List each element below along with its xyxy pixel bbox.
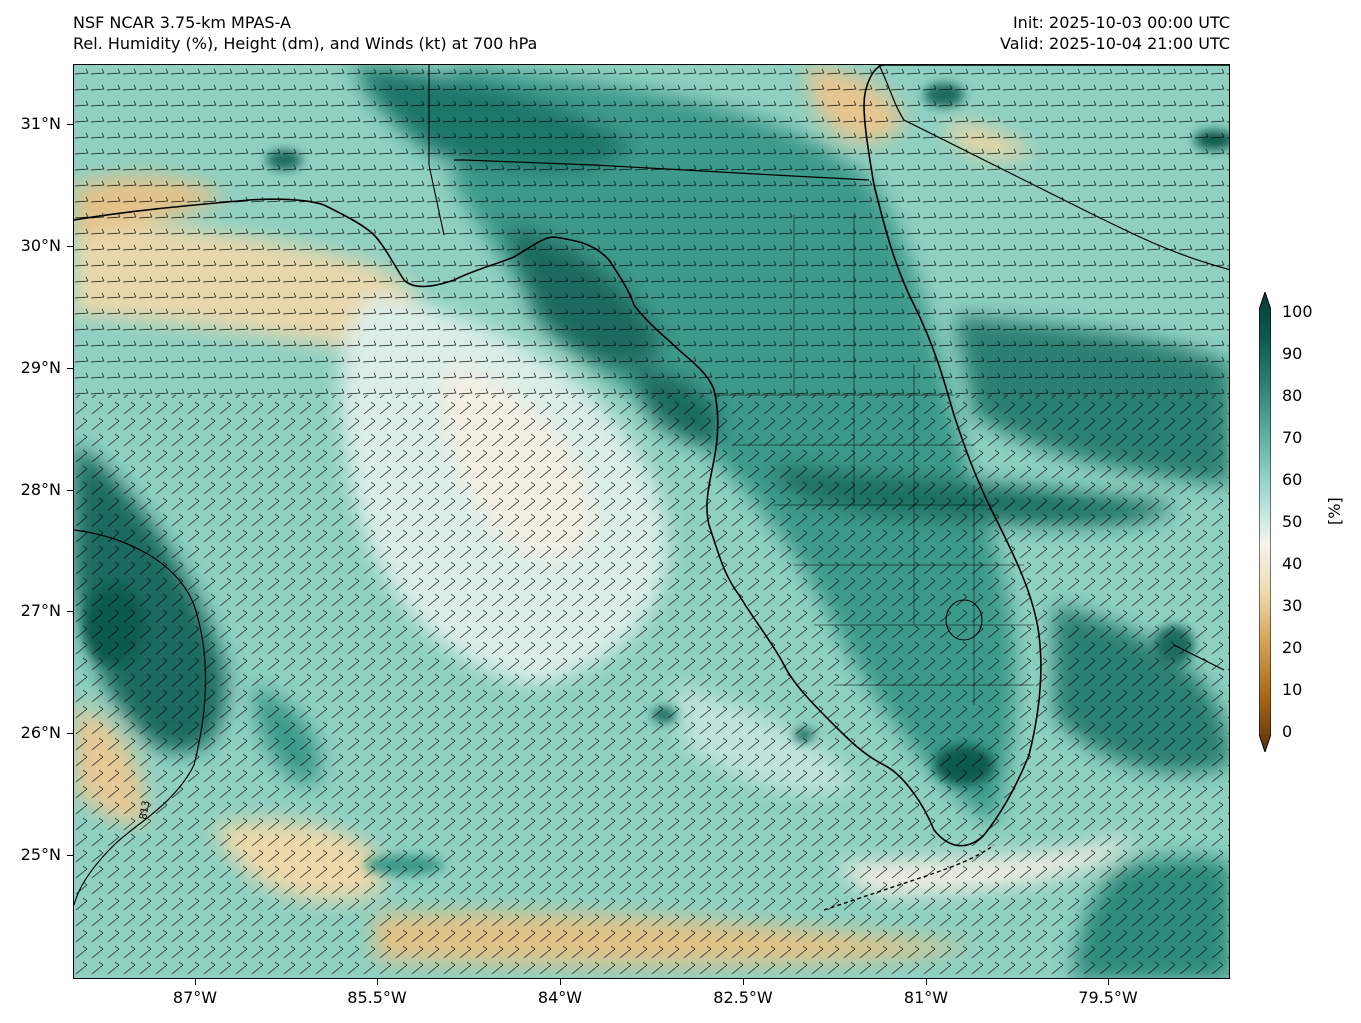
lat-tick bbox=[67, 368, 73, 369]
county-lines bbox=[714, 215, 1034, 705]
lat-label-27: 27°N bbox=[20, 601, 61, 620]
colorbar-tick-30: 30 bbox=[1282, 596, 1303, 615]
colorbar-tick-0: 0 bbox=[1282, 722, 1293, 741]
product-title: Rel. Humidity (%), Height (dm), and Wind… bbox=[73, 34, 538, 53]
lon-label-82-5: 82.5°W bbox=[713, 988, 773, 1007]
valid-time: Valid: 2025-10-04 21:00 UTC bbox=[999, 34, 1230, 53]
lake-okeechobee bbox=[945, 599, 983, 641]
state-border-al bbox=[428, 65, 445, 236]
lat-label-29: 29°N bbox=[20, 358, 61, 377]
lon-label-87: 87°W bbox=[172, 988, 218, 1007]
lat-label-26: 26°N bbox=[20, 723, 61, 742]
colorbar-tick-20: 20 bbox=[1282, 638, 1303, 657]
lat-label-25: 25°N bbox=[20, 845, 61, 864]
state-border bbox=[454, 159, 870, 181]
colorbar bbox=[1259, 292, 1271, 752]
init-time: Init: 2025-10-03 00:00 UTC bbox=[1012, 13, 1230, 32]
lon-tick bbox=[560, 979, 561, 985]
lon-tick bbox=[926, 979, 927, 985]
rh-map: 813 bbox=[74, 65, 1229, 978]
map-panel: 813 bbox=[73, 64, 1230, 979]
colorbar-tick-70: 70 bbox=[1282, 428, 1303, 447]
lon-tick bbox=[195, 979, 196, 985]
lat-label-30: 30°N bbox=[20, 236, 61, 255]
colorbar-tick-40: 40 bbox=[1282, 554, 1303, 573]
lat-tick bbox=[67, 733, 73, 734]
colorbar-unit: [%] bbox=[1325, 497, 1344, 525]
lat-tick bbox=[67, 124, 73, 125]
lat-tick bbox=[67, 611, 73, 612]
lat-tick bbox=[67, 855, 73, 856]
lat-tick bbox=[67, 246, 73, 247]
lon-label-81: 81°W bbox=[903, 988, 949, 1007]
lon-tick bbox=[743, 979, 744, 985]
lat-tick bbox=[67, 490, 73, 491]
colorbar-tick-50: 50 bbox=[1282, 512, 1303, 531]
wind-barbs-south bbox=[74, 395, 1229, 978]
florida-keys bbox=[823, 844, 995, 911]
bahamas bbox=[1173, 644, 1225, 671]
colorbar-tick-10: 10 bbox=[1282, 680, 1303, 699]
model-title: NSF NCAR 3.75-km MPAS-A bbox=[73, 13, 291, 32]
wind-barbs-north bbox=[74, 65, 1229, 395]
colorbar-tick-80: 80 bbox=[1282, 386, 1303, 405]
lon-label-84: 84°W bbox=[537, 988, 583, 1007]
coastline-georgia bbox=[878, 65, 1229, 271]
lon-label-79-5: 79.5°W bbox=[1078, 988, 1138, 1007]
height-contour bbox=[74, 529, 207, 906]
coastline-florida bbox=[74, 65, 1229, 847]
contour-label: 813 bbox=[138, 800, 152, 821]
title-block: NSF NCAR 3.75-km MPAS-A Rel. Humidity (%… bbox=[73, 12, 537, 54]
lon-tick bbox=[377, 979, 378, 985]
time-block: Init: 2025-10-03 00:00 UTC Valid: 2025-1… bbox=[1000, 12, 1230, 54]
lat-label-28: 28°N bbox=[20, 480, 61, 499]
lat-label-31: 31°N bbox=[20, 114, 61, 133]
lon-label-85-5: 85.5°W bbox=[347, 988, 407, 1007]
colorbar-tick-60: 60 bbox=[1282, 470, 1303, 489]
lon-tick bbox=[1108, 979, 1109, 985]
colorbar-tick-90: 90 bbox=[1282, 344, 1303, 363]
colorbar-tick-100: 100 bbox=[1282, 302, 1313, 321]
